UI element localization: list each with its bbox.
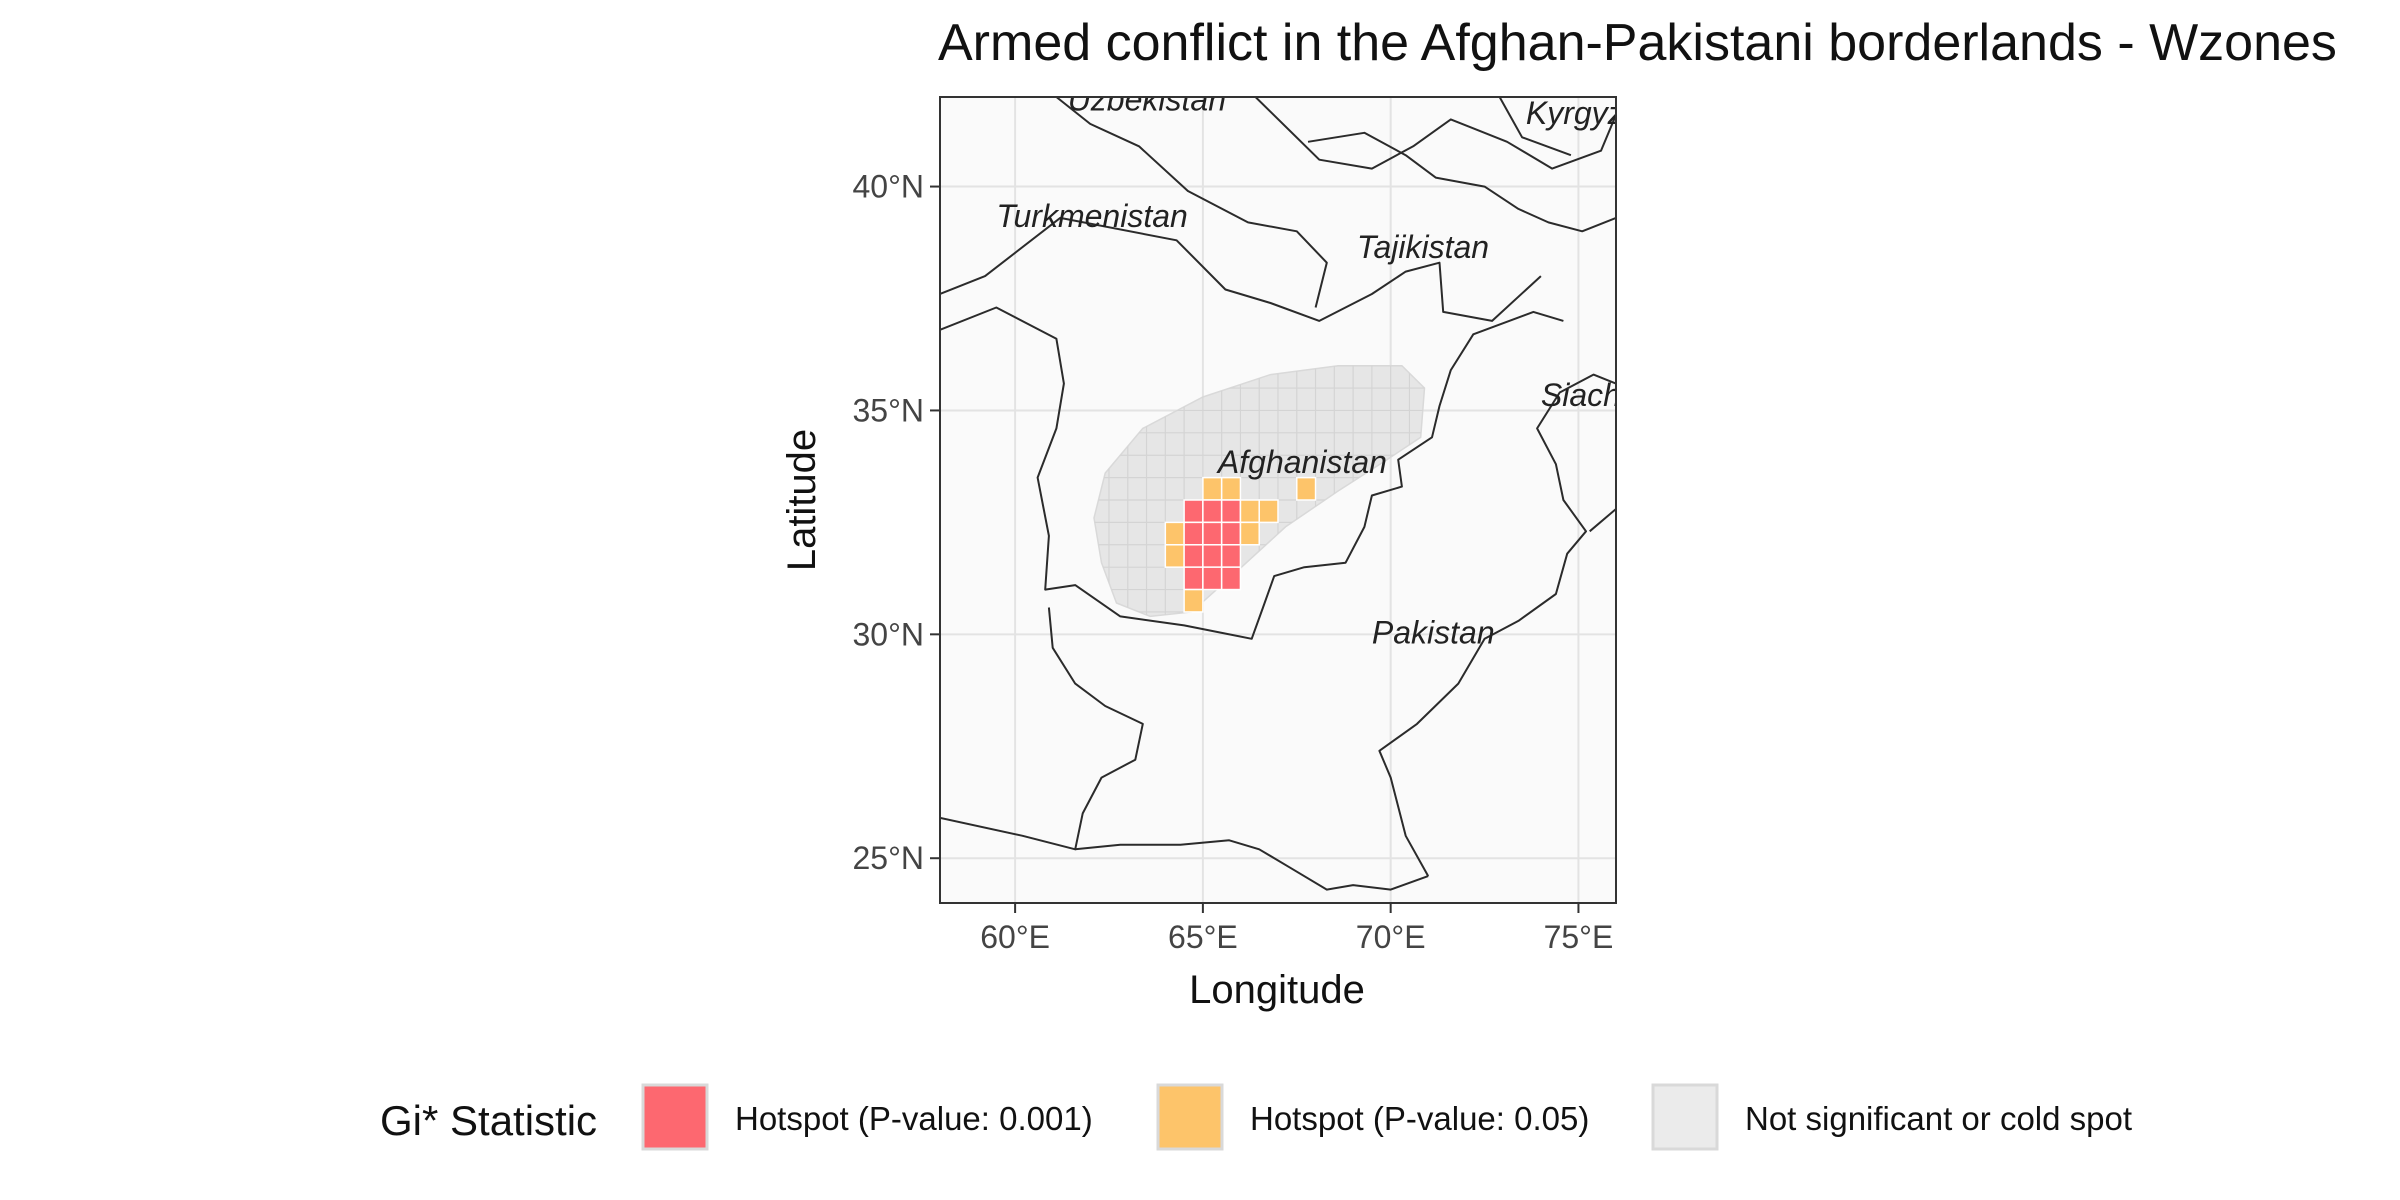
y-tick-label: 40°N [853, 169, 925, 205]
border-line-3 [1254, 97, 1616, 170]
x-axis-title: Longitude [1189, 968, 1365, 1012]
hotspot-cell-p001 [1220, 499, 1242, 524]
hotspot-cell-p001 [1202, 521, 1223, 546]
hotspot-cell-p001 [1220, 566, 1242, 591]
y-axis-ticks: 25°N 30°N 35°N 40°N [853, 169, 940, 876]
y-axis-title: Latitude [780, 429, 824, 571]
chart-title: Armed conflict in the Afghan-Pakistani b… [938, 14, 2337, 72]
hotspot-cell-p001 [1183, 566, 1204, 591]
hotspot-cell-p001 [1202, 566, 1223, 591]
country-label-pakistan: Pakistan [1372, 614, 1495, 650]
legend-label-hotspot-001: Hotspot (P-value: 0.001) [735, 1100, 1093, 1137]
legend-title: Gi* Statistic [380, 1097, 597, 1144]
hotspot-cell-p001 [1202, 544, 1223, 568]
country-label-afghanistan: Afghanistan [1216, 444, 1387, 480]
country-label-siachen: Siachen [1541, 377, 1657, 413]
hotspot-cell-p001 [1220, 544, 1242, 568]
hotspot-cell-p05 [1220, 476, 1242, 501]
legend-swatch-hotspot-05 [1156, 1083, 1224, 1151]
y-tick-label: 30°N [853, 616, 925, 652]
border-line-2 [1055, 97, 1328, 308]
border-line-4 [1307, 131, 1616, 233]
x-tick-label: 75°E [1544, 919, 1614, 955]
country-label-turkmenistan: Turkmenistan [996, 198, 1187, 234]
country-label-tajikistan: Tajikistan [1357, 229, 1489, 265]
x-tick-label: 60°E [980, 919, 1050, 955]
x-tick-label: 70°E [1356, 919, 1426, 955]
country-label-uzbekistan: Uzbekistan [1068, 81, 1226, 117]
legend-label-not-significant: Not significant or cold spot [1745, 1100, 2132, 1137]
hotspot-cell-p001 [1220, 521, 1242, 546]
hotspot-cell-p05 [1183, 588, 1204, 613]
hotspot-cell-p05 [1164, 544, 1185, 568]
hotspot-cell-p05 [1239, 521, 1260, 546]
y-tick-label: 25°N [853, 840, 925, 876]
border-line-7 [1075, 839, 1429, 891]
legend: Gi* Statistic Hotspot (P-value: 0.001) H… [380, 1083, 2132, 1151]
country-labels: Uzbekistan Turkmenistan Kyrgyzstan Tajikist… [996, 81, 1684, 650]
hotspot-cell-p001 [1183, 499, 1204, 524]
hotspot-cell-p05 [1202, 476, 1223, 501]
hotspot-cell-p05 [1258, 499, 1279, 524]
hotspot-cell-p05 [1239, 499, 1260, 524]
legend-swatch-hotspot-001 [641, 1083, 709, 1151]
hotspot-cell-p001 [1183, 544, 1204, 568]
border-line-1 [940, 216, 1542, 322]
panel-border [939, 96, 1617, 904]
legend-swatch-not-significant [1651, 1083, 1719, 1151]
hotspot-cell-p05 [1296, 476, 1317, 501]
border-line-9 [1589, 508, 1616, 533]
border-line-6 [940, 607, 1144, 851]
hotspot-cell-p001 [1183, 521, 1204, 546]
hotspot-cells [1164, 476, 1317, 613]
country-label-kyrgyzstan: Kyrgyzstan [1526, 95, 1684, 131]
x-axis-ticks: 60°E 65°E 70°E 75°E [980, 903, 1613, 955]
border-line-5 [1498, 97, 1572, 157]
legend-label-hotspot-05: Hotspot (P-value: 0.05) [1250, 1100, 1589, 1137]
hotspot-cell-p001 [1202, 499, 1223, 524]
x-tick-label: 65°E [1168, 919, 1238, 955]
border-line-0 [940, 306, 1564, 640]
country-borders [940, 97, 1616, 891]
y-tick-label: 35°N [853, 392, 925, 428]
border-line-8 [1378, 373, 1616, 877]
hotspot-cell-p05 [1164, 521, 1185, 546]
